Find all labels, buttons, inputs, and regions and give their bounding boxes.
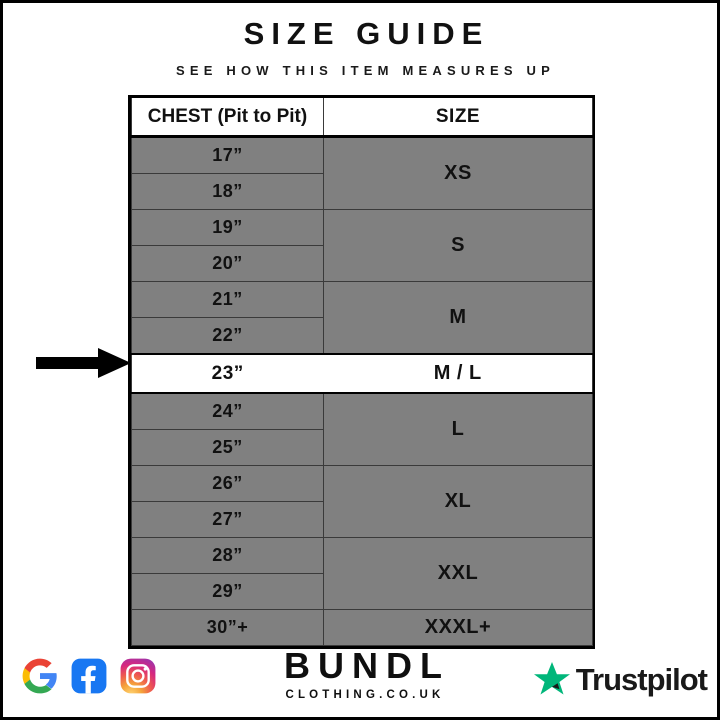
chest-measurement-cell: 29”: [131, 573, 324, 610]
page-subtitle: SEE HOW THIS ITEM MEASURES UP: [175, 63, 556, 78]
size-chart-container: CHEST (Pit to Pit) SIZE 17” XS 18” 19” S 20” 2…: [128, 95, 595, 649]
size-label-cell: M: [323, 281, 593, 355]
table-header: CHEST (Pit to Pit) SIZE: [131, 98, 593, 138]
chest-measurement-cell: 20”: [131, 245, 324, 282]
table-row: 21” M: [131, 281, 593, 355]
size-label-cell: XS: [323, 136, 593, 210]
size-label-cell: S: [323, 209, 593, 282]
social-links: [21, 657, 157, 695]
table-row: 18”: [131, 173, 593, 210]
trustpilot-logo[interactable]: Trustpilot: [532, 659, 708, 699]
table-row: 26” XL: [131, 465, 593, 538]
facebook-icon[interactable]: [70, 657, 108, 695]
trustpilot-star-icon: [533, 662, 570, 695]
column-header-size: SIZE: [323, 98, 593, 138]
table-row: 25”: [131, 429, 593, 466]
google-icon[interactable]: [21, 657, 59, 695]
table-row: 24” L: [131, 392, 593, 466]
chest-measurement-cell: 24”: [131, 392, 324, 430]
chest-measurement-cell: 18”: [131, 173, 324, 210]
table-row: 23” M / L: [131, 353, 593, 394]
chest-measurement-cell: 26”: [131, 465, 324, 502]
table-header-row: CHEST (Pit to Pit) SIZE: [131, 98, 593, 138]
size-label-cell: M / L: [323, 353, 593, 394]
size-label-cell: XL: [323, 465, 593, 538]
column-header-chest: CHEST (Pit to Pit): [131, 98, 324, 138]
chest-measurement-cell: 21”: [131, 281, 324, 318]
size-label-cell: XXXL+: [323, 609, 593, 646]
table-row: 29”: [131, 573, 593, 610]
page-title: SIZE GUIDE: [243, 16, 490, 51]
size-label-cell: XXL: [323, 537, 593, 610]
header: SIZE GUIDE SEE HOW THIS ITEM MEASURES UP: [3, 16, 717, 79]
chest-measurement-cell: 27”: [131, 501, 324, 538]
chest-measurement-cell: 23”: [131, 353, 324, 394]
table-row: 17” XS: [131, 136, 593, 210]
chest-measurement-cell: 19”: [131, 209, 324, 246]
chest-measurement-cell: 28”: [131, 537, 324, 574]
size-label-cell: L: [323, 392, 593, 466]
table-row: 19” S: [131, 209, 593, 282]
chest-measurement-cell: 22”: [131, 317, 324, 355]
highlight-arrow-icon: [36, 348, 131, 378]
chest-measurement-cell: 25”: [131, 429, 324, 466]
size-chart-table: CHEST (Pit to Pit) SIZE 17” XS 18” 19” S 20” 2…: [131, 98, 593, 646]
chest-measurement-cell: 30”+: [131, 609, 324, 646]
chest-measurement-cell: 17”: [131, 136, 324, 174]
table-row: 30”+ XXXL+: [131, 609, 593, 646]
table-body: 17” XS 18” 19” S 20” 21” M 22” 23” M / L 24” L 25” 26”…: [131, 136, 593, 646]
table-row: 28” XXL: [131, 537, 593, 610]
footer: BUNDL CLOTHING.CO.UK Trustpilot: [3, 643, 717, 717]
table-row: 27”: [131, 501, 593, 538]
instagram-icon[interactable]: [119, 657, 157, 695]
table-row: 20”: [131, 245, 593, 282]
trustpilot-text: Trustpilot: [575, 661, 708, 697]
